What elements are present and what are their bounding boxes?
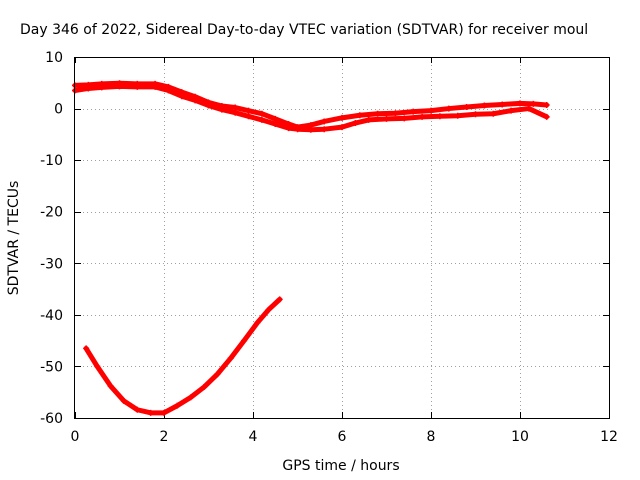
x-tick-label: 10 bbox=[511, 429, 529, 445]
y-tick-label: -40 bbox=[40, 308, 63, 324]
x-axis-title: GPS time / hours bbox=[282, 458, 399, 474]
y-tick-label: -10 bbox=[40, 153, 63, 169]
y-tick-label: -50 bbox=[40, 359, 63, 375]
chart-title: Day 346 of 2022, Sidereal Day-to-day VTE… bbox=[20, 22, 588, 38]
y-axis-title: SDTVAR / TECUs bbox=[6, 181, 22, 296]
sdtvar-chart: Day 346 of 2022, Sidereal Day-to-day VTE… bbox=[0, 0, 640, 480]
y-tick-label: -60 bbox=[40, 411, 63, 427]
sdtvar-lower-arc bbox=[83, 296, 283, 415]
sdtvar-upper-arc-a-line bbox=[75, 83, 547, 127]
x-tick-label: 6 bbox=[338, 429, 347, 445]
x-tick-label: 8 bbox=[427, 429, 436, 445]
x-tick-label: 2 bbox=[160, 429, 169, 445]
x-tick-label: 0 bbox=[71, 429, 80, 445]
sdtvar-lower-arc-line bbox=[86, 299, 280, 412]
y-tick-label: -20 bbox=[40, 205, 63, 221]
y-tick-label: 10 bbox=[45, 50, 63, 66]
x-tick-label: 12 bbox=[600, 429, 618, 445]
data-series bbox=[72, 80, 550, 416]
x-tick-label: 4 bbox=[249, 429, 258, 445]
y-tick-label: -30 bbox=[40, 256, 63, 272]
y-tick-label: 0 bbox=[54, 102, 63, 118]
